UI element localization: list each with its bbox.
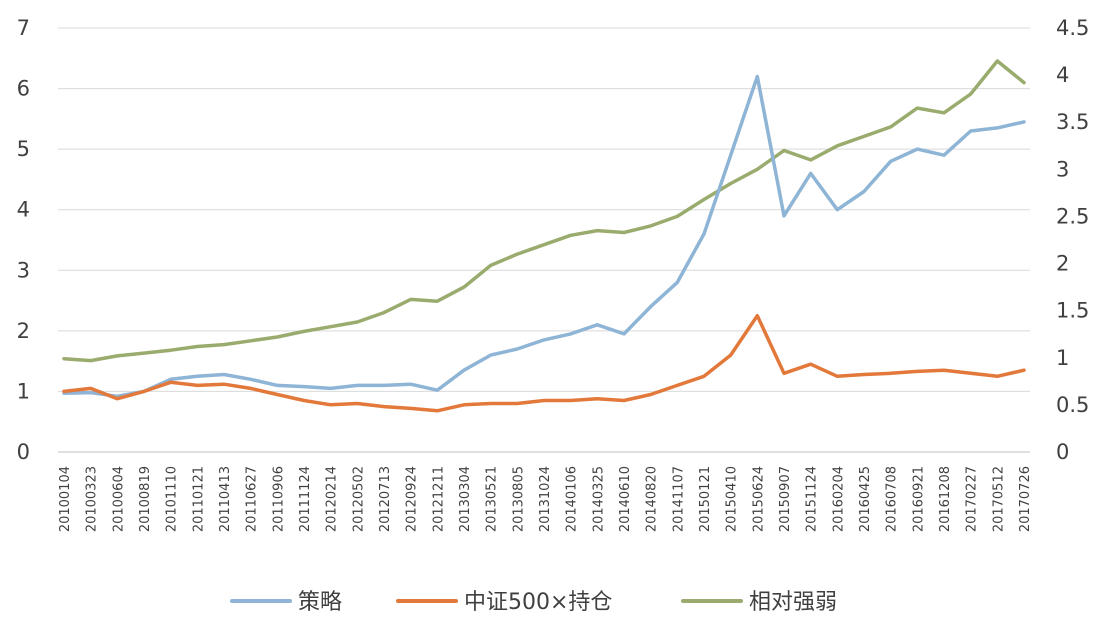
x-tick-label: 20150410	[725, 466, 740, 532]
x-tick-label: 20131024	[538, 466, 553, 532]
x-tick-label: 20110413	[218, 466, 233, 532]
x-tick-label: 20100819	[138, 466, 153, 532]
x-tick-label: 20150121	[698, 466, 713, 532]
x-tick-label: 20100104	[58, 466, 73, 532]
x-tick-label: 20140325	[591, 466, 606, 532]
x-tick-label: 20100604	[111, 466, 126, 532]
x-tick-label: 20110906	[271, 466, 286, 532]
left-tick-label: 0	[17, 440, 30, 464]
right-y-axis: 0 0.5 1 1.5 2 2.5 3 3.5 4 4.5	[1056, 16, 1089, 464]
series-lines	[62, 59, 1026, 413]
left-y-axis: 0 1 2 3 4 5 6 7	[17, 16, 30, 464]
x-tick-label: 20160708	[885, 466, 900, 532]
right-tick-label: 4	[1056, 63, 1069, 87]
x-tick-label: 20160425	[858, 466, 873, 532]
x-tick-label: 20111124	[298, 466, 313, 532]
right-tick-label: 1	[1056, 346, 1069, 370]
left-tick-label: 1	[17, 379, 30, 403]
x-tick-label: 20101110	[165, 466, 180, 532]
legend-label: 相对强弱	[749, 590, 837, 615]
left-tick-label: 6	[17, 77, 30, 101]
x-tick-label: 20161208	[938, 466, 953, 532]
gridlines	[58, 27, 1030, 453]
x-tick-label: 20120502	[351, 466, 366, 532]
right-tick-label: 2.5	[1056, 204, 1089, 228]
x-tick-label: 20120214	[325, 466, 340, 532]
left-tick-label: 5	[17, 137, 30, 161]
right-tick-label: 2	[1056, 252, 1069, 276]
left-tick-label: 2	[17, 319, 30, 343]
x-tick-label: 20140106	[565, 466, 580, 532]
series-line-1	[62, 74, 1026, 399]
x-tick-label: 20100323	[85, 466, 100, 532]
x-tick-label: 20150907	[778, 466, 793, 532]
x-tick-label: 20141107	[671, 466, 686, 532]
x-tick-label: 20121211	[431, 466, 446, 532]
x-tick-label: 20140820	[645, 466, 660, 532]
right-tick-label: 3.5	[1056, 110, 1089, 134]
x-axis: 20100104 20100323 20100604 20100819 20101110…	[58, 466, 1033, 532]
x-tick-label: 20110627	[245, 466, 260, 532]
x-tick-label: 20170512	[991, 466, 1006, 532]
x-tick-label: 20151124	[805, 466, 820, 532]
legend-label: 中证500×持仓	[464, 590, 612, 615]
x-tick-label: 20130805	[511, 466, 526, 532]
x-tick-label: 20170726	[1018, 466, 1033, 532]
left-tick-label: 4	[17, 198, 30, 222]
x-tick-label: 20120924	[405, 466, 420, 532]
right-tick-label: 0.5	[1056, 393, 1089, 417]
right-tick-label: 0	[1056, 440, 1069, 464]
x-tick-label: 20130521	[485, 466, 500, 532]
series-line-2	[62, 313, 1026, 413]
x-tick-label: 20160204	[831, 466, 846, 532]
x-tick-label: 20170227	[965, 466, 980, 532]
right-tick-label: 1.5	[1056, 299, 1089, 323]
right-tick-label: 3	[1056, 157, 1069, 181]
legend: 策略 中证500×持仓 相对强弱	[230, 590, 837, 615]
legend-label: 策略	[298, 590, 342, 615]
x-tick-label: 20120713	[378, 466, 393, 532]
x-tick-label: 20150624	[751, 466, 766, 532]
x-tick-label: 20110121	[191, 466, 206, 532]
x-tick-label: 20160921	[911, 466, 926, 532]
x-tick-label: 20140610	[618, 466, 633, 532]
left-tick-label: 3	[17, 258, 30, 282]
left-tick-label: 7	[17, 16, 30, 40]
x-tick-label: 20130304	[458, 466, 473, 532]
right-tick-label: 4.5	[1056, 16, 1089, 40]
series-line-3	[62, 59, 1026, 363]
